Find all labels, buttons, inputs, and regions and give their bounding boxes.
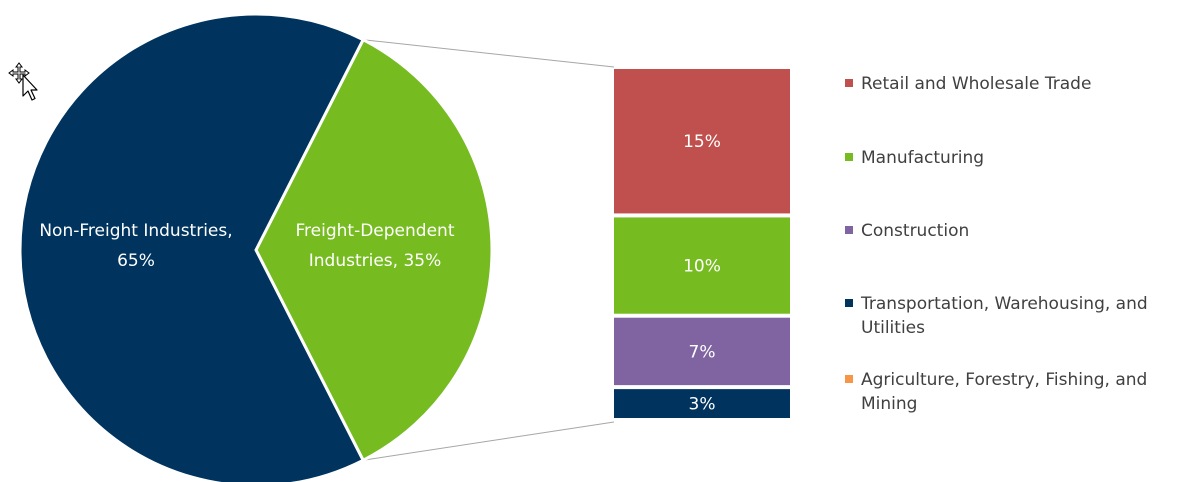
bar-label-1: 10% (683, 257, 721, 277)
bar-segment-1 (614, 217, 790, 314)
bar-segment-3 (614, 389, 790, 418)
bar-label-0: 15% (683, 132, 721, 152)
legend-item-retail[interactable]: Retail and Wholesale Trade (845, 72, 1199, 96)
bar-label-2: 7% (689, 342, 716, 362)
legend-label: Agriculture, Forestry, Fishing, and Mini… (861, 370, 1148, 414)
legend-item-manufacturing[interactable]: Manufacturing (845, 146, 1199, 170)
legend-label: Manufacturing (861, 148, 985, 168)
connector-bottom (363, 421, 615, 461)
legend-label: Transportation, Warehousing, and Utiliti… (861, 294, 1148, 338)
legend-item-construction[interactable]: Construction (845, 219, 1199, 243)
pie-label-non-freight: Non-Freight Industries, 65% (39, 221, 232, 271)
main-pie: Non-Freight Industries, 65% Freight-Depend… (18, 12, 494, 482)
legend-label: Construction (861, 221, 970, 241)
legend-swatch (845, 153, 853, 161)
connector-lines (363, 39, 615, 461)
pie-label-freight-dependent: Freight-Dependent Industries, 35% (296, 221, 455, 271)
connector-top (363, 39, 615, 68)
bar-segment-0 (614, 69, 790, 214)
legend-label: Retail and Wholesale Trade (861, 74, 1092, 94)
legend-swatch (845, 79, 853, 87)
legend-item-agriculture[interactable]: Agriculture, Forestry, Fishing, and Mini… (845, 368, 1199, 416)
legend: Retail and Wholesale Trade Manufacturing… (845, 0, 1199, 482)
legend-swatch (845, 299, 853, 307)
move-cursor-icon (6, 60, 40, 104)
legend-item-transportation[interactable]: Transportation, Warehousing, and Utiliti… (845, 292, 1199, 340)
breakdown-bar: 15% 10% 7% 3% (614, 69, 790, 418)
pie-slice-freight-dependent (254, 37, 494, 463)
bar-label-3: 3% (689, 395, 716, 415)
pie-slice-non-freight (18, 12, 366, 482)
legend-swatch (845, 226, 853, 234)
legend-swatch (845, 375, 853, 383)
bar-segment-2 (614, 317, 790, 386)
